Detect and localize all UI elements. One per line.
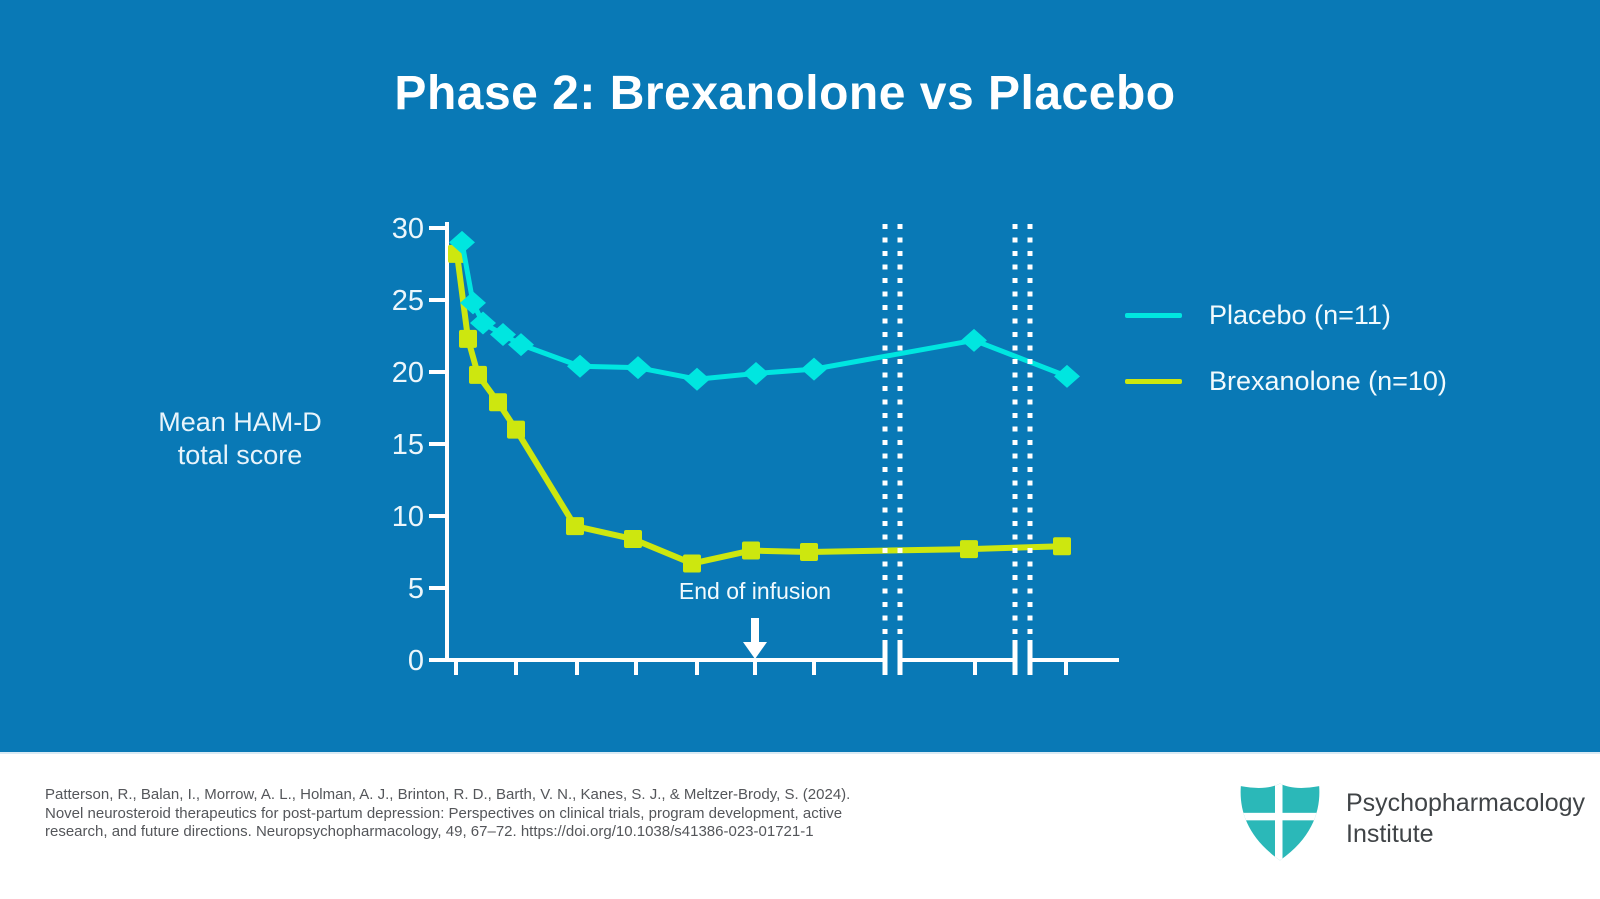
legend-item-brexanolone: Brexanolone (n=10) [1125, 364, 1447, 398]
psychopharmacology-institute-logo: Psychopharmacology Institute [1238, 782, 1585, 862]
y-axis-label-line1: Mean HAM-D [158, 407, 322, 437]
placebo-point-5 [567, 354, 593, 378]
y-tick-label-30: 30 [392, 213, 424, 245]
brexanolone-point-2 [469, 365, 487, 384]
citation-line-1: Patterson, R., Balan, I., Morrow, A. L.,… [45, 786, 851, 803]
logo-text-line1: Psychopharmacology [1346, 789, 1586, 817]
y-tick-label-15: 15 [392, 429, 424, 461]
y-tick-label-5: 5 [408, 573, 424, 605]
y-tick-label-20: 20 [392, 357, 424, 389]
citation: Patterson, R., Balan, I., Morrow, A. L.,… [45, 786, 850, 842]
placebo-line [459, 239, 1070, 382]
brexanolone-line [454, 250, 1065, 567]
placebo-point-1 [460, 291, 486, 315]
brexanolone-point-7 [683, 554, 701, 573]
slide-title: Phase 2: Brexanolone vs Placebo [394, 67, 1176, 120]
brexanolone-swatch-line [1125, 378, 1182, 384]
end-of-infusion-label: End of infusion [678, 578, 832, 604]
placebo-point-0 [449, 230, 475, 254]
placebo-point-2 [470, 311, 496, 335]
placebo-point-6 [625, 356, 651, 380]
placebo-swatch-line [1125, 312, 1182, 318]
y-tick-label-0: 0 [408, 645, 424, 677]
y-tick-label-10: 10 [392, 501, 424, 533]
brexanolone-point-11 [1053, 537, 1071, 556]
brexanolone-point-3 [489, 393, 507, 412]
brexanolone-point-6 [624, 530, 642, 549]
brexanolone-point-1 [459, 329, 477, 348]
placebo-point-10 [961, 328, 987, 352]
citation-line-2: Novel neurosteroid therapeutics for post… [45, 804, 843, 822]
legend-item-placebo: Placebo (n=11) [1125, 298, 1447, 332]
placebo-point-9 [801, 357, 827, 381]
placebo-point-3 [490, 323, 516, 347]
logo-text-line2: Institute [1346, 820, 1434, 848]
citation-line-3: research, and future directions. Neurops… [45, 823, 814, 840]
y-axis-label-line2: total score [177, 440, 303, 470]
end-of-infusion-arrow-stem [751, 618, 759, 644]
brexanolone-point-5 [566, 517, 584, 536]
legend-label-placebo: Placebo (n=11) [1209, 299, 1391, 330]
brexanolone-point-4 [507, 420, 525, 439]
brexanolone-point-10 [960, 540, 978, 559]
logo-text: Psychopharmacology Institute [1346, 788, 1585, 850]
brexanolone-point-9 [800, 543, 818, 561]
placebo-point-4 [508, 333, 534, 357]
brexanolone-point-8 [742, 541, 760, 560]
y-axis-label: Mean HAM-D total score [128, 406, 352, 472]
placebo-point-8 [743, 361, 769, 385]
footer: Patterson, R., Balan, I., Morrow, A. L.,… [0, 752, 1600, 899]
chart-legend: Placebo (n=11) Brexanolone (n=10) [1125, 298, 1447, 430]
y-tick-label-25: 25 [392, 285, 424, 317]
chart-panel: Phase 2: Brexanolone vs Placebo Mean HAM… [0, 0, 1600, 752]
placebo-point-7 [684, 367, 710, 391]
line-chart: 30 25 20 15 10 5 0 [392, 213, 1119, 677]
end-of-infusion-arrow-head [743, 642, 767, 659]
placebo-point-11 [1054, 364, 1080, 388]
shield-cross-icon [1240, 783, 1320, 861]
legend-label-brexanolone: Brexanolone (n=10) [1209, 365, 1447, 396]
